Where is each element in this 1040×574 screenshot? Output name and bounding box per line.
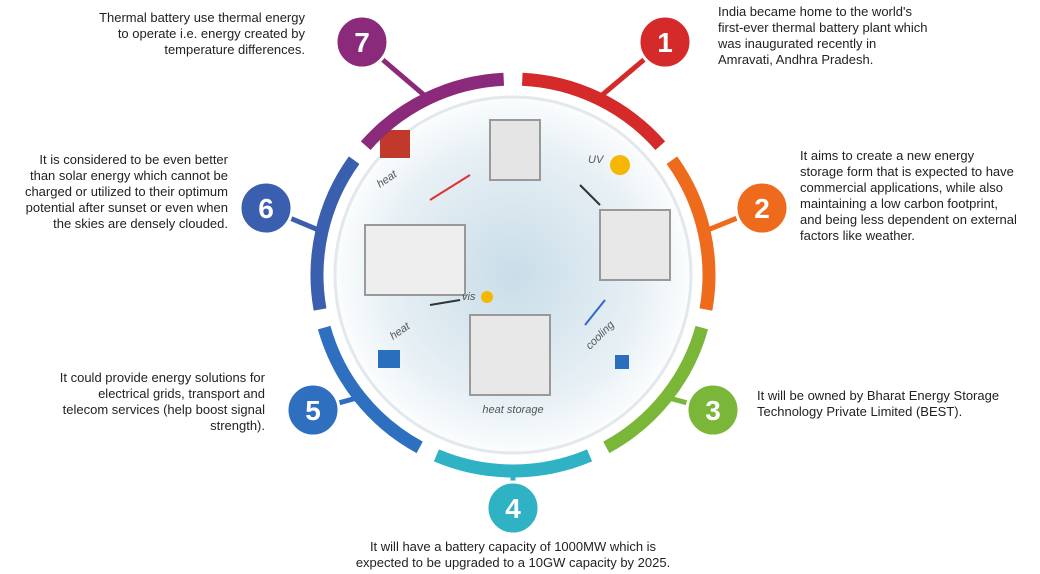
label-vis: vis bbox=[462, 291, 476, 303]
item-number: 7 bbox=[354, 27, 370, 58]
item-text: It aims to create a new energy bbox=[800, 148, 975, 163]
item-text: temperature differences. bbox=[164, 42, 305, 57]
item-text: factors like weather. bbox=[800, 228, 915, 243]
item-text: commercial applications, while also bbox=[800, 180, 1003, 195]
item-text: storage form that is expected to have bbox=[800, 164, 1014, 179]
item-number: 1 bbox=[657, 27, 673, 58]
item-text: It will have a battery capacity of 1000M… bbox=[370, 539, 657, 554]
item-number: 3 bbox=[705, 395, 721, 426]
item-text: telecom services (help boost signal bbox=[63, 402, 265, 417]
infographic: heat UV cooling heat storage vis heat 1I… bbox=[0, 0, 1040, 574]
label-heat-storage: heat storage bbox=[482, 404, 543, 416]
item-text: first-ever thermal battery plant which bbox=[718, 20, 928, 35]
item-text: the skies are densely clouded. bbox=[53, 216, 228, 231]
item-text: to operate i.e. energy created by bbox=[118, 26, 306, 41]
item-text: than solar energy which cannot be bbox=[30, 168, 228, 183]
item-text: It is considered to be even better bbox=[39, 152, 228, 167]
label-uv: UV bbox=[588, 154, 605, 166]
item-text: expected to be upgraded to a 10GW capaci… bbox=[356, 555, 670, 570]
item-text: was inaugurated recently in bbox=[717, 36, 876, 51]
item-text: maintaining a low carbon footprint, bbox=[800, 196, 998, 211]
item-text: Amravati, Andhra Pradesh. bbox=[718, 52, 873, 67]
item-number: 6 bbox=[258, 193, 274, 224]
item-number: 2 bbox=[754, 193, 770, 224]
item-text: It will be owned by Bharat Energy Storag… bbox=[757, 388, 999, 403]
item-number: 5 bbox=[305, 395, 321, 426]
item-number: 4 bbox=[505, 493, 521, 524]
item-text: charged or utilized to their optimum bbox=[25, 184, 228, 199]
item-text: potential after sunset or even when bbox=[26, 200, 228, 215]
item-text: It could provide energy solutions for bbox=[60, 370, 266, 385]
item-text: India became home to the world's bbox=[718, 4, 912, 19]
item-text: Thermal battery use thermal energy bbox=[99, 10, 305, 25]
item-text: Technology Private Limited (BEST). bbox=[757, 404, 962, 419]
item-text: strength). bbox=[210, 418, 265, 433]
item-text: and being less dependent on external bbox=[800, 212, 1017, 227]
item-text: electrical grids, transport and bbox=[98, 386, 265, 401]
